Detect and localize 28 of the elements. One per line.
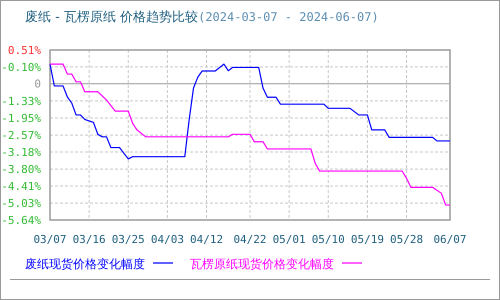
legend-label: 废纸现货价格变化幅度	[25, 257, 145, 271]
legend-label: 瓦楞原纸现货价格变化幅度	[190, 257, 334, 271]
y-tick-label: -5.64%	[1, 214, 42, 227]
chart-title: 废纸 - 瓦楞原纸 价格趋势比较	[25, 10, 198, 25]
x-tick-label: 05/19	[350, 233, 384, 246]
x-tick-label: 04/12	[190, 233, 224, 246]
x-tick-label: 04/03	[150, 233, 184, 246]
y-tick-label: -4.41%	[1, 180, 42, 193]
x-tick-label: 03/07	[33, 233, 67, 246]
x-tick-label: 05/28	[390, 233, 424, 246]
y-tick-label: 0.51%	[8, 44, 42, 57]
line-series	[49, 63, 451, 160]
y-tick-label: -3.18%	[1, 146, 42, 159]
y-tick-label: -2.57%	[1, 129, 42, 142]
x-tick-label: 05/10	[312, 233, 345, 246]
x-tick-label: 03/16	[72, 233, 106, 246]
y-tick-label: -0.10%	[1, 60, 42, 74]
chart-subtitle: (2024-03-07 - 2024-06-07)	[198, 10, 379, 24]
line-series	[49, 63, 451, 206]
y-tick-label: -1.95%	[1, 112, 42, 125]
x-tick-label: 04/22	[233, 233, 267, 246]
text: 0	[34, 78, 41, 91]
x-tick-label: 06/07	[433, 233, 467, 246]
x-tick-label: 05/01	[272, 233, 306, 246]
y-tick-label: -1.33%	[1, 94, 42, 108]
y-tick-label: -3.80%	[1, 163, 42, 176]
y-tick-label: -5.03%	[1, 197, 42, 210]
x-tick-label: 03/25	[112, 233, 145, 246]
